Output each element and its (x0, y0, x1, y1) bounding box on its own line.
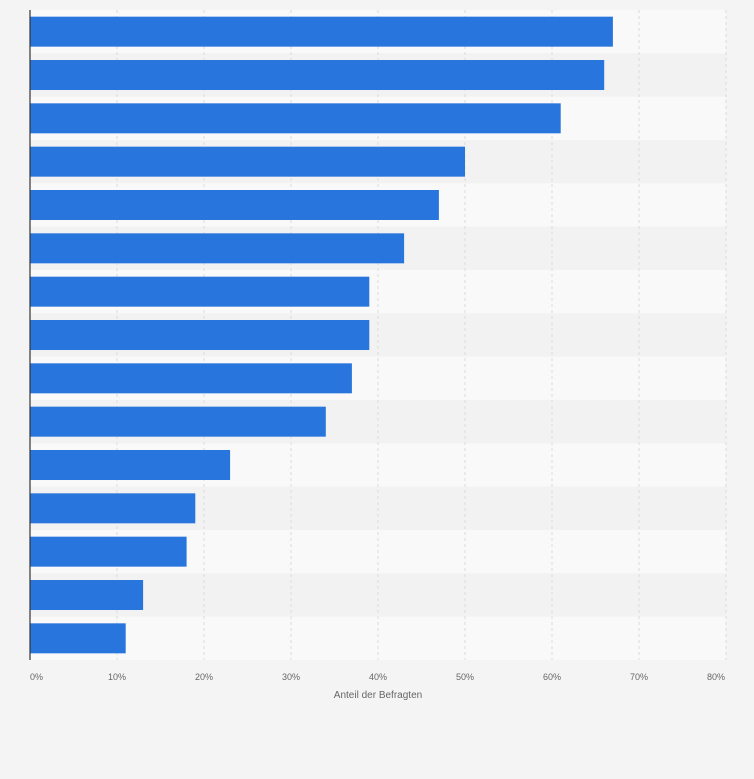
x-tick-label: 20% (195, 672, 213, 682)
x-tick-label: 30% (282, 672, 300, 682)
bar[interactable] (30, 363, 352, 394)
bars (30, 16, 613, 654)
bar[interactable] (30, 623, 126, 654)
bar[interactable] (30, 146, 465, 177)
bar[interactable] (30, 493, 196, 524)
bar[interactable] (30, 580, 144, 610)
x-axis-title: Anteil der Befragten (334, 690, 422, 701)
bar[interactable] (30, 276, 370, 307)
x-tick-label: 40% (369, 672, 387, 682)
bar[interactable] (30, 233, 405, 264)
x-axis-ticks: 0% 10% 20% 30% 40% 50% 60% 70% 80% (30, 672, 725, 682)
x-tick-label: 70% (630, 672, 648, 682)
bar[interactable] (30, 60, 605, 90)
bar[interactable] (30, 320, 370, 350)
bar[interactable] (30, 450, 231, 480)
bar[interactable] (30, 536, 187, 567)
bar[interactable] (30, 190, 439, 220)
x-tick-label: 10% (108, 672, 126, 682)
x-tick-label: 50% (456, 672, 474, 682)
x-tick-label: 0% (30, 672, 43, 682)
bar[interactable] (30, 16, 613, 47)
x-tick-label: 60% (543, 672, 561, 682)
bar[interactable] (30, 406, 326, 437)
bar[interactable] (30, 103, 561, 134)
x-tick-label: 80% (707, 672, 725, 682)
